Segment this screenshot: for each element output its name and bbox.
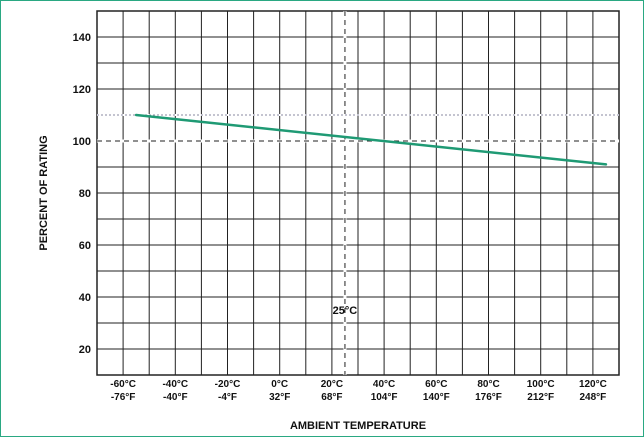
- x-tick-label-fahrenheit: 32°F: [269, 392, 290, 403]
- x-tick-label-fahrenheit: -4°F: [218, 392, 237, 403]
- x-tick-label-fahrenheit: 248°F: [580, 392, 607, 403]
- x-tick-label-celsius: 80°C: [477, 379, 499, 390]
- y-tick-label: 100: [73, 136, 91, 148]
- reference-annotation: 25°C: [333, 305, 358, 317]
- x-tick-label-celsius: -20°C: [215, 379, 241, 390]
- x-tick-label-celsius: 40°C: [373, 379, 395, 390]
- x-axis-title: AMBIENT TEMPERATURE: [290, 420, 426, 432]
- x-tick-label-celsius: -40°C: [162, 379, 188, 390]
- x-tick-label-fahrenheit: 140°F: [423, 392, 450, 403]
- y-tick-label: 20: [79, 344, 91, 356]
- x-tick-label-celsius: 20°C: [321, 379, 343, 390]
- series: [134, 113, 608, 166]
- tick-labels: 20 40 60 80 100 120 140 -60°C -76°F -40°C -40°F -20…: [73, 32, 607, 403]
- x-tick-label-celsius: 60°C: [425, 379, 447, 390]
- x-tick-label-fahrenheit: 104°F: [371, 392, 398, 403]
- x-tick-label-fahrenheit: 68°F: [321, 392, 342, 403]
- plot-border: [96, 10, 620, 376]
- x-tick-label-celsius: 120°C: [579, 379, 607, 390]
- y-tick-label: 40: [79, 292, 91, 304]
- x-tick-label-fahrenheit: 176°F: [475, 392, 502, 403]
- grid: [96, 10, 620, 376]
- derating-line: [134, 113, 608, 166]
- x-tick-label-celsius: 100°C: [527, 379, 555, 390]
- y-tick-label: 120: [73, 84, 91, 96]
- x-tick-label-fahrenheit: -40°F: [163, 392, 188, 403]
- x-tick-label-celsius: -60°C: [110, 379, 136, 390]
- y-tick-label: 80: [79, 188, 91, 200]
- x-tick-label-celsius: 0°C: [271, 379, 288, 390]
- x-tick-label-fahrenheit: -76°F: [111, 392, 136, 403]
- x-tick-label-fahrenheit: 212°F: [527, 392, 554, 403]
- y-axis-title: PERCENT OF RATING: [38, 135, 50, 250]
- y-tick-label: 140: [73, 32, 91, 44]
- y-tick-label: 60: [79, 240, 91, 252]
- reference-lines: [97, 11, 619, 375]
